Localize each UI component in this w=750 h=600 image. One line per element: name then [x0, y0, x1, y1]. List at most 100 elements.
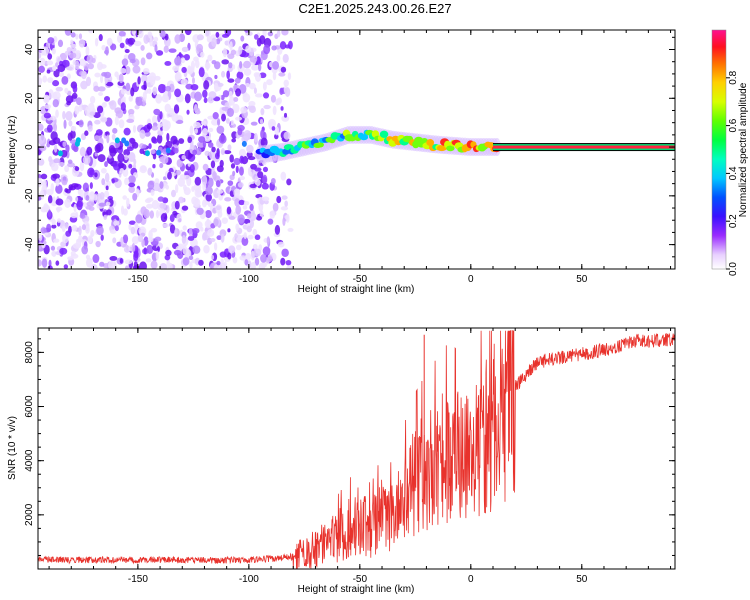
colorbar-tick-label: 0.8 [728, 70, 739, 84]
spectrogram-noise-blob [221, 70, 226, 78]
spectrogram-noise-blob [189, 163, 195, 173]
spectrogram-noise-blob [106, 37, 113, 47]
spectrogram-noise-blob [150, 189, 155, 196]
spectrogram-noise-blob [183, 187, 191, 196]
spectrogram-noise-blob [87, 62, 94, 70]
spectrogram-noise-blob [43, 204, 51, 213]
spectrogram-noise-blob [110, 43, 117, 51]
spectrogram-noise-blob [272, 105, 277, 116]
spectrogram-noise-blob [260, 262, 267, 268]
spectrogram-noise-blob [246, 144, 254, 154]
spectrogram-noise-blob [173, 104, 180, 114]
spectrogram-noise-blob [71, 224, 78, 232]
spectrogram-noise-blob [284, 44, 291, 49]
spectrogram-noise-blob [55, 184, 63, 194]
spectrogram-noise-blob [139, 165, 148, 174]
y-tick-label: 4000 [24, 449, 35, 472]
spectrogram-noise-blob [120, 236, 124, 247]
spectrogram-noise-blob [38, 76, 43, 86]
spectrogram-noise-blob [252, 228, 258, 236]
spectrogram-noise-blob [220, 148, 225, 156]
spectrogram-noise-blob [131, 30, 137, 36]
spectrogram-noise-blob [70, 39, 74, 45]
spectrogram-noise-blob [55, 260, 60, 266]
spectrogram-noise-blob [79, 146, 86, 157]
spectrogram-noise-blob [73, 203, 77, 213]
spectrogram-noise-blob [198, 136, 206, 143]
spectrogram-noise-blob [55, 62, 59, 68]
spectrogram-noise-blob [137, 30, 144, 39]
spectrogram-noise-blob [50, 115, 57, 121]
spectrogram-noise-blob [182, 225, 187, 231]
spectrogram-noise-blob [128, 175, 136, 184]
spectrogram-noise-blob [238, 45, 243, 55]
spectrogram-noise-blob [131, 236, 140, 245]
spectrogram-noise-blob [181, 66, 187, 74]
spectrogram-noise-blob [202, 128, 208, 136]
spectrogram-noise-blob [43, 112, 51, 119]
spectrogram-noise-blob [166, 132, 170, 142]
spectrogram-noise-blob [180, 78, 188, 85]
spectrogram-noise-blob [239, 255, 247, 261]
spectrogram-noise-blob [127, 37, 136, 45]
figure-title: C2E1.2025.243.00.26.E27 [298, 1, 452, 16]
spectrogram-noise-blob [169, 214, 175, 223]
spectrogram-noise-blob [47, 77, 54, 83]
spectrogram-noise-blob [241, 135, 249, 143]
spectrogram-noise-blob [242, 93, 251, 103]
spectrogram-noise-layer [38, 30, 294, 269]
spectrogram-noise-blob [181, 46, 189, 53]
spectrogram-noise-blob [67, 256, 74, 261]
spectrogram-noise-blob [99, 261, 105, 267]
spectrogram-noise-blob [155, 250, 160, 261]
spectrogram-noise-blob [64, 50, 71, 56]
colorbar-tick-label: 0.0 [728, 262, 739, 276]
spectrogram-noise-blob [228, 245, 236, 254]
spectrogram-noise-blob [97, 154, 106, 163]
spectrogram-noise-blob [52, 91, 61, 100]
spectrogram-noise-blob [119, 258, 124, 264]
spectrogram-noise-blob [86, 201, 95, 207]
spectrogram-noise-blob [171, 113, 179, 122]
spectrogram-noise-peak [165, 147, 171, 154]
spectrogram-noise-blob [94, 152, 98, 157]
spectrogram-noise-blob [167, 171, 172, 180]
x-tick-label: 0 [468, 574, 474, 585]
spectrogram-noise-blob [156, 134, 163, 144]
spectrogram-noise-blob [225, 117, 230, 124]
colorbar-tick-label: 0.2 [728, 214, 739, 228]
spectrogram-noise-blob [196, 207, 204, 216]
spectrogram-noise-blob [235, 88, 242, 97]
spectrogram-noise-blob [57, 218, 61, 223]
spectrogram-noise-blob [113, 220, 120, 227]
spectrogram-noise-blob [210, 255, 215, 260]
spectrogram-signal-layer [255, 125, 675, 164]
spectrogram-noise-blob [260, 108, 265, 116]
spectrogram-noise-blob [128, 223, 132, 231]
spectrogram-noise-blob [186, 109, 190, 115]
spectrogram-noise-blob [242, 205, 248, 210]
spectrogram-noise-blob [232, 170, 236, 177]
signal-blob [436, 145, 447, 152]
spectrogram-noise-blob [179, 174, 187, 180]
spectrogram-noise-blob [280, 206, 289, 211]
spectrogram-noise-blob [222, 90, 230, 98]
spectrogram-noise-blob [249, 203, 254, 211]
spectrogram-noise-blob [109, 147, 117, 157]
spectrogram-noise-blob [272, 71, 277, 81]
spectrogram-noise-blob [143, 34, 149, 44]
y-tick-label: 8000 [24, 341, 35, 364]
spectrogram-noise-blob [65, 144, 70, 153]
spectrogram-noise-blob [173, 249, 182, 256]
spectrogram-noise-blob [41, 258, 48, 268]
spectrogram-noise-blob [55, 109, 59, 119]
spectrogram-noise-blob [219, 159, 224, 168]
spectrogram-noise-blob [228, 90, 233, 99]
spectrogram-noise-blob [58, 141, 62, 146]
spectrogram-noise-blob [70, 47, 77, 52]
spectrogram-noise-blob [90, 263, 98, 269]
colorbar-tick-label: 0.6 [728, 118, 739, 132]
spectrogram-noise-blob [109, 255, 118, 261]
spectrogram-noise-blob [70, 43, 77, 48]
spectrogram-noise-blob [78, 235, 83, 242]
